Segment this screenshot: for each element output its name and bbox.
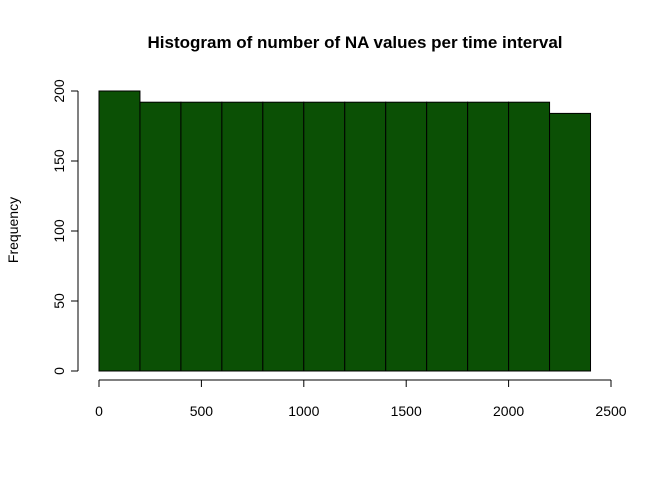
y-axis-label: Frequency — [5, 197, 21, 263]
histogram-bar — [426, 101, 469, 372]
histogram-bar — [262, 101, 305, 372]
x-tick-label: 2000 — [493, 403, 524, 419]
y-tick-label: 100 — [51, 219, 67, 243]
y-tick-label: 150 — [51, 149, 67, 173]
histogram-bar — [344, 101, 387, 372]
histogram-bar — [180, 101, 223, 372]
histogram-bar — [467, 101, 510, 372]
x-axis: 0 500 1000 1500 2000 2500 — [95, 379, 627, 419]
histogram-bar — [385, 101, 428, 372]
histogram-bar — [139, 101, 182, 372]
bars-group — [98, 90, 592, 372]
y-axis: 0 50 100 150 200 — [51, 79, 79, 375]
x-tick-label: 500 — [190, 403, 214, 419]
x-tick-label: 1000 — [288, 403, 319, 419]
y-tick-label: 200 — [51, 79, 67, 103]
y-tick-label: 0 — [51, 367, 67, 375]
histogram-bar — [508, 101, 551, 372]
x-tick-label: 1500 — [391, 403, 422, 419]
histogram-bar — [549, 112, 592, 372]
x-tick-label: 0 — [95, 403, 103, 419]
histogram-bar — [98, 90, 141, 372]
y-tick-label: 50 — [51, 293, 67, 309]
histogram-bar — [221, 101, 264, 372]
chart-title: Histogram of number of NA values per tim… — [147, 33, 562, 52]
histogram-bar — [303, 101, 346, 372]
x-tick-label: 2500 — [595, 403, 626, 419]
